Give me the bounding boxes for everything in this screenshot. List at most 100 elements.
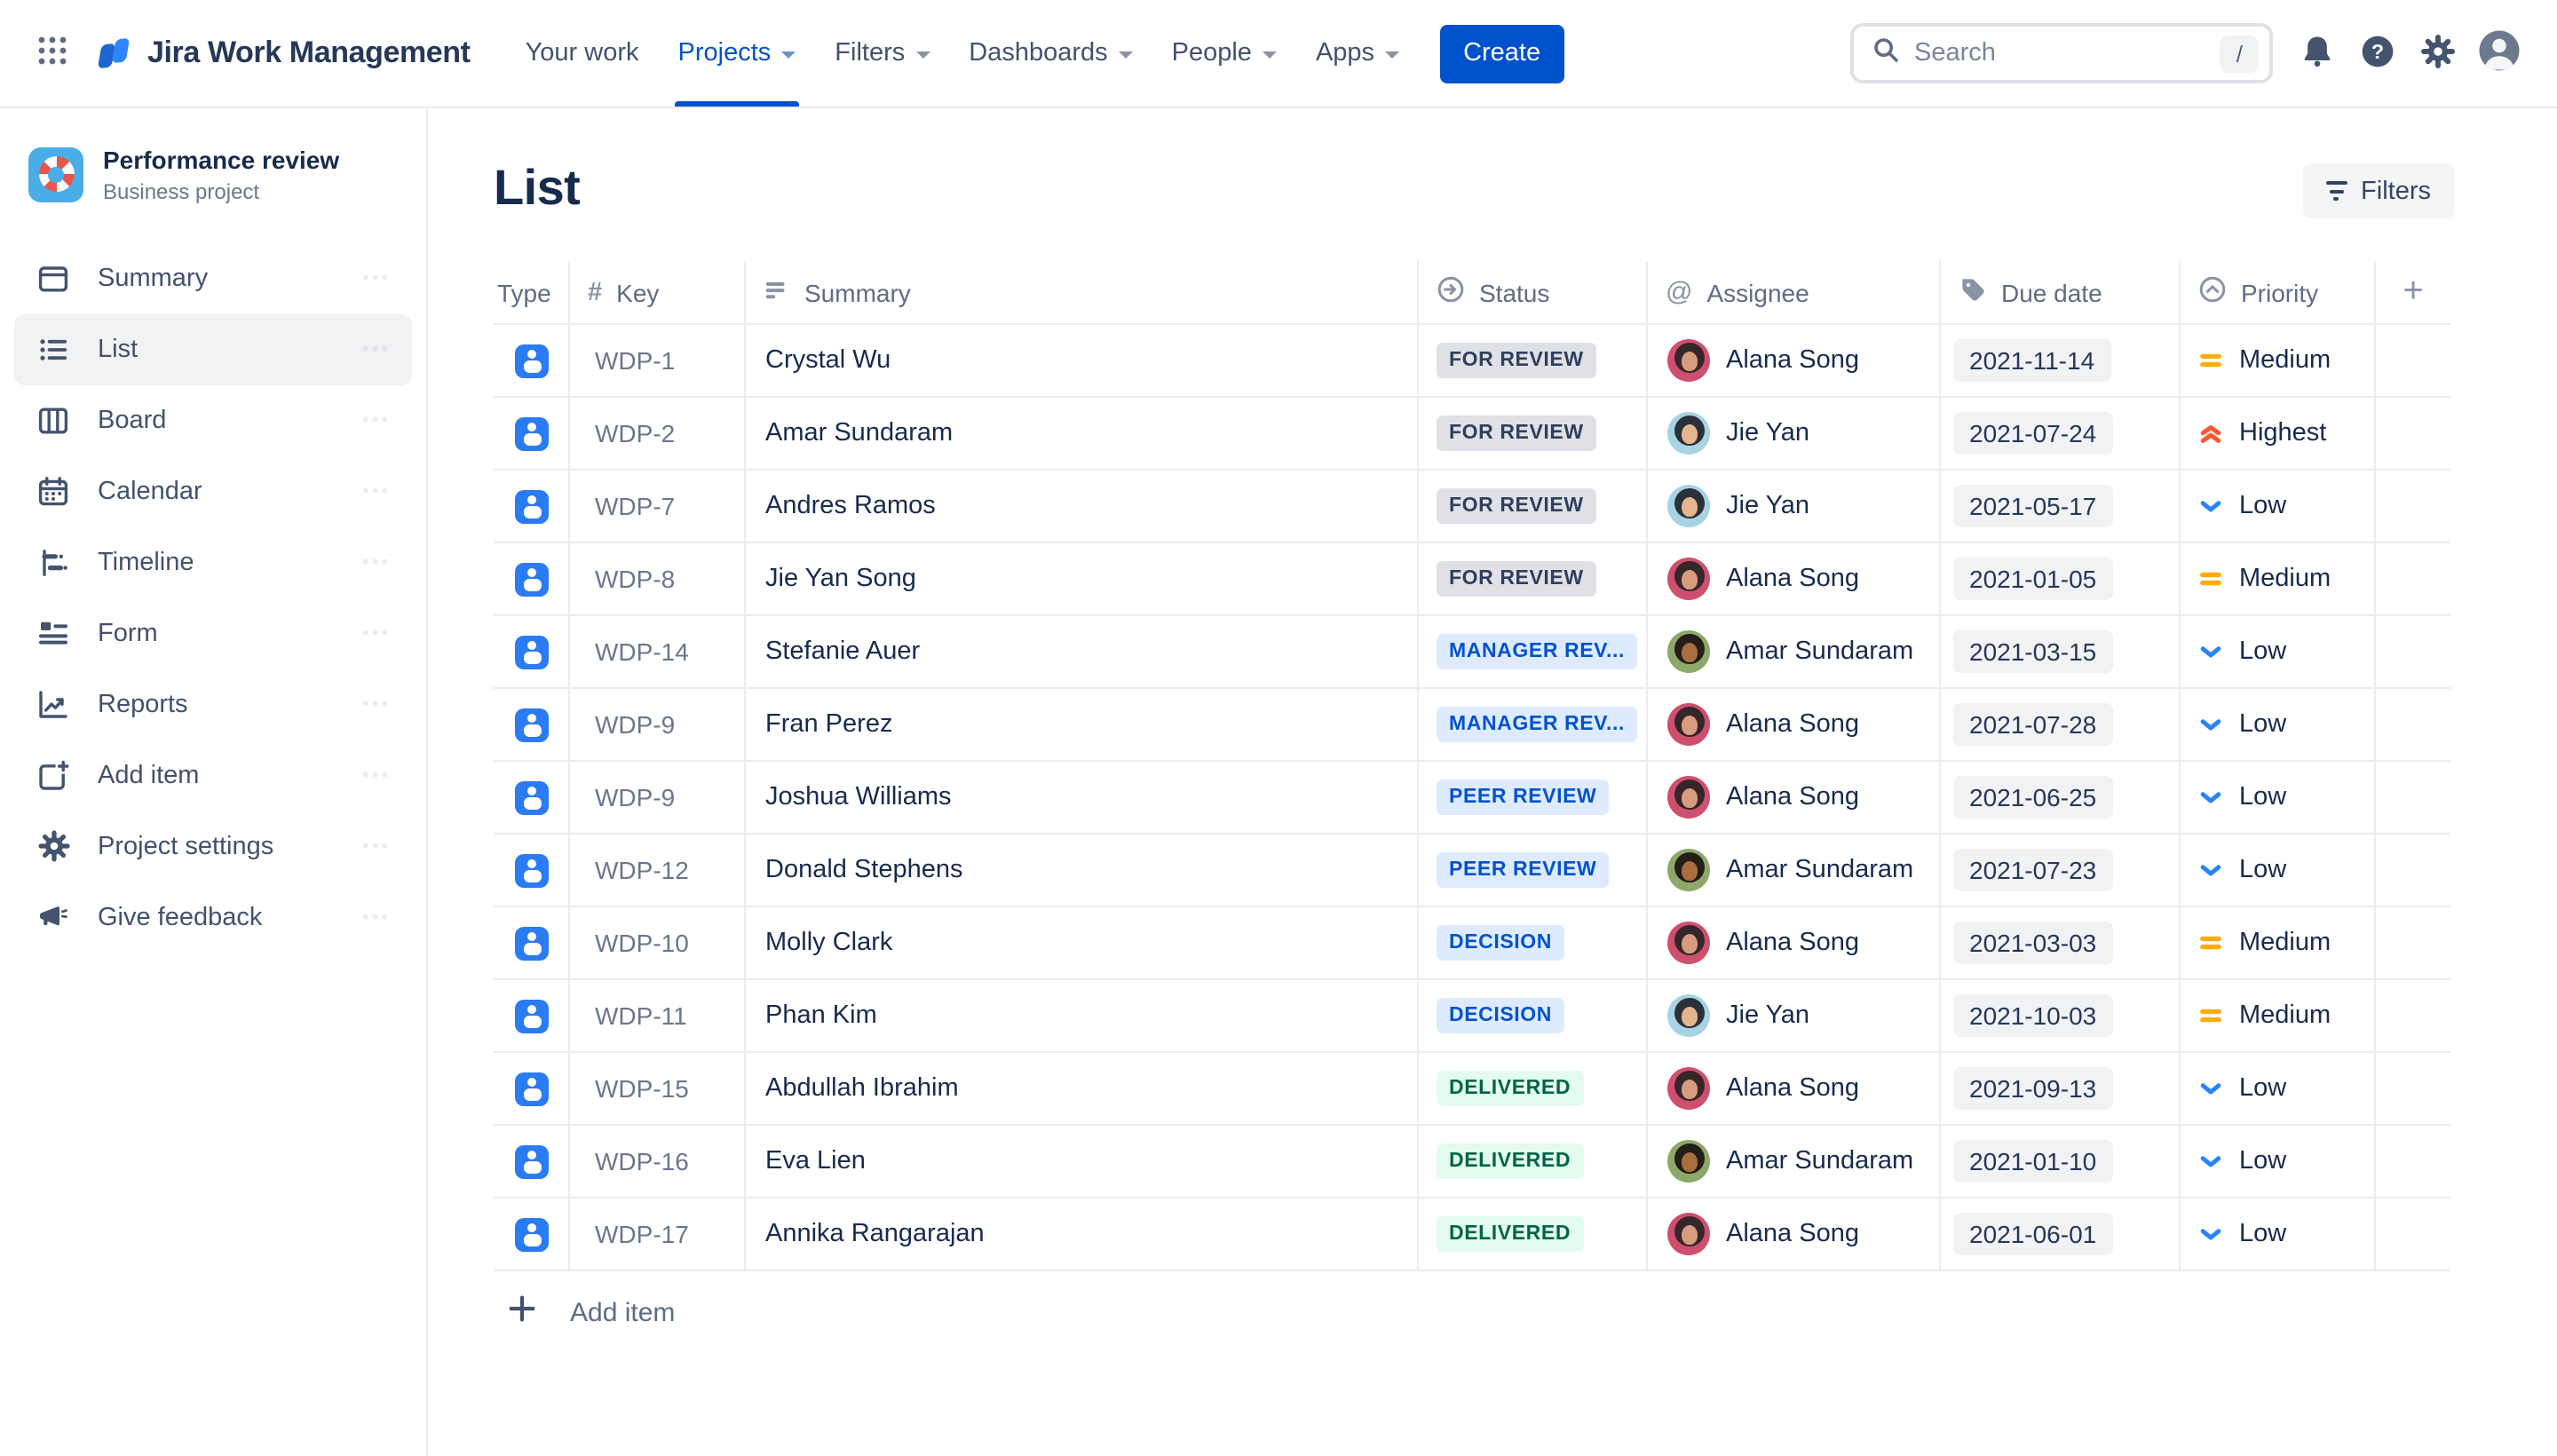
status-badge[interactable]: DELIVERED — [1437, 1071, 1584, 1106]
status-badge[interactable]: DELIVERED — [1437, 1216, 1584, 1252]
cell-summary[interactable]: Annika Rangarajan — [746, 1199, 1419, 1270]
cell-priority[interactable]: Low — [2181, 1053, 2376, 1124]
table-row[interactable]: WDP-11 Phan Kim DECISION Jie Yan 2021-10… — [494, 980, 2450, 1053]
cell-summary[interactable]: Molly Clark — [746, 907, 1419, 978]
cell-priority[interactable]: Medium — [2181, 907, 2376, 978]
cell-due-date[interactable]: 2021-07-24 — [1941, 398, 2181, 469]
table-row[interactable]: WDP-14 Stefanie Auer MANAGER REV... Amar… — [494, 616, 2450, 689]
nav-item-projects[interactable]: Projects — [659, 0, 816, 107]
column-header-status[interactable]: Status — [1419, 261, 1648, 323]
sidebar-item-timeline[interactable]: Timeline ••• — [14, 526, 412, 597]
search-input[interactable]: Search / — [1850, 23, 2273, 83]
cell-assignee[interactable]: Alana Song — [1648, 1199, 1941, 1270]
app-switcher-button[interactable] — [21, 23, 82, 83]
cell-status[interactable]: PEER REVIEW — [1419, 762, 1648, 833]
cell-due-date[interactable]: 2021-01-05 — [1941, 543, 2181, 614]
status-badge[interactable]: FOR REVIEW — [1437, 415, 1596, 451]
cell-summary[interactable]: Jie Yan Song — [746, 543, 1419, 614]
cell-assignee[interactable]: Jie Yan — [1648, 398, 1941, 469]
cell-due-date[interactable]: 2021-03-03 — [1941, 907, 2181, 978]
table-row[interactable]: WDP-17 Annika Rangarajan DELIVERED Alana… — [494, 1199, 2450, 1271]
table-row[interactable]: WDP-9 Joshua Williams PEER REVIEW Alana … — [494, 762, 2450, 835]
cell-due-date[interactable]: 2021-03-15 — [1941, 616, 2181, 687]
status-badge[interactable]: MANAGER REV... — [1437, 634, 1637, 669]
cell-status[interactable]: DECISION — [1419, 907, 1648, 978]
cell-assignee[interactable]: Alana Song — [1648, 689, 1941, 760]
cell-summary[interactable]: Phan Kim — [746, 980, 1419, 1051]
table-row[interactable]: WDP-10 Molly Clark DECISION Alana Song 2… — [494, 907, 2450, 980]
project-header[interactable]: Performance review Business project — [0, 146, 426, 203]
cell-assignee[interactable]: Alana Song — [1648, 325, 1941, 396]
cell-priority[interactable]: Medium — [2181, 325, 2376, 396]
cell-status[interactable]: MANAGER REV... — [1419, 616, 1648, 687]
status-badge[interactable]: DECISION — [1437, 925, 1564, 961]
cell-priority[interactable]: Low — [2181, 1199, 2376, 1270]
cell-status[interactable]: FOR REVIEW — [1419, 325, 1648, 396]
filters-button[interactable]: Filters — [2302, 163, 2454, 218]
cell-summary[interactable]: Crystal Wu — [746, 325, 1419, 396]
status-badge[interactable]: DECISION — [1437, 998, 1564, 1033]
status-badge[interactable]: FOR REVIEW — [1437, 488, 1596, 524]
table-row[interactable]: WDP-9 Fran Perez MANAGER REV... Alana So… — [494, 689, 2450, 762]
cell-status[interactable]: MANAGER REV... — [1419, 689, 1648, 760]
cell-summary[interactable]: Stefanie Auer — [746, 616, 1419, 687]
cell-due-date[interactable]: 2021-10-03 — [1941, 980, 2181, 1051]
cell-assignee[interactable]: Jie Yan — [1648, 980, 1941, 1051]
cell-status[interactable]: DELIVERED — [1419, 1053, 1648, 1124]
cell-priority[interactable]: Low — [2181, 689, 2376, 760]
settings-button[interactable] — [2408, 23, 2468, 83]
status-badge[interactable]: FOR REVIEW — [1437, 343, 1596, 378]
cell-priority[interactable]: Medium — [2181, 980, 2376, 1051]
cell-assignee[interactable]: Alana Song — [1648, 907, 1941, 978]
cell-assignee[interactable]: Amar Sundaram — [1648, 616, 1941, 687]
status-badge[interactable]: DELIVERED — [1437, 1143, 1584, 1179]
column-header-assignee[interactable]: @ Assignee — [1648, 261, 1941, 323]
cell-summary[interactable]: Andres Ramos — [746, 471, 1419, 542]
column-header-type[interactable]: Type — [494, 261, 570, 323]
sidebar-item-give-feedback[interactable]: Give feedback ••• — [14, 882, 412, 953]
column-header-priority[interactable]: Priority — [2181, 261, 2376, 323]
add-item-button[interactable]: Add item — [494, 1294, 1204, 1330]
create-button[interactable]: Create — [1440, 24, 1564, 83]
table-row[interactable]: WDP-16 Eva Lien DELIVERED Amar Sundaram … — [494, 1126, 2450, 1199]
table-row[interactable]: WDP-2 Amar Sundaram FOR REVIEW Jie Yan 2… — [494, 398, 2450, 471]
cell-due-date[interactable]: 2021-11-14 — [1941, 325, 2181, 396]
table-row[interactable]: WDP-15 Abdullah Ibrahim DELIVERED Alana … — [494, 1053, 2450, 1126]
cell-status[interactable]: PEER REVIEW — [1419, 835, 1648, 906]
cell-assignee[interactable]: Jie Yan — [1648, 471, 1941, 542]
sidebar-item-project-settings[interactable]: Project settings ••• — [14, 811, 412, 882]
cell-due-date[interactable]: 2021-05-17 — [1941, 471, 2181, 542]
status-badge[interactable]: PEER REVIEW — [1437, 852, 1610, 888]
cell-summary[interactable]: Fran Perez — [746, 689, 1419, 760]
cell-priority[interactable]: Low — [2181, 1126, 2376, 1197]
cell-summary[interactable]: Donald Stephens — [746, 835, 1419, 906]
status-badge[interactable]: FOR REVIEW — [1437, 561, 1596, 597]
cell-status[interactable]: FOR REVIEW — [1419, 471, 1648, 542]
column-header-key[interactable]: # Key — [570, 261, 746, 323]
status-badge[interactable]: MANAGER REV... — [1437, 707, 1637, 742]
cell-status[interactable]: DELIVERED — [1419, 1126, 1648, 1197]
cell-priority[interactable]: Highest — [2181, 398, 2376, 469]
nav-item-apps[interactable]: Apps — [1296, 0, 1419, 107]
sidebar-item-calendar[interactable]: Calendar ••• — [14, 455, 412, 526]
cell-summary[interactable]: Amar Sundaram — [746, 398, 1419, 469]
sidebar-item-form[interactable]: Form ••• — [14, 597, 412, 669]
column-header-due-date[interactable]: Due date — [1941, 261, 2181, 323]
cell-summary[interactable]: Abdullah Ibrahim — [746, 1053, 1419, 1124]
table-row[interactable]: WDP-8 Jie Yan Song FOR REVIEW Alana Song… — [494, 543, 2450, 616]
cell-status[interactable]: DECISION — [1419, 980, 1648, 1051]
cell-assignee[interactable]: Amar Sundaram — [1648, 1126, 1941, 1197]
sidebar-item-summary[interactable]: Summary ••• — [14, 242, 412, 313]
help-button[interactable]: ? — [2347, 23, 2408, 83]
cell-priority[interactable]: Low — [2181, 762, 2376, 833]
cell-status[interactable]: FOR REVIEW — [1419, 398, 1648, 469]
cell-priority[interactable]: Medium — [2181, 543, 2376, 614]
jira-logo[interactable]: Jira Work Management — [82, 34, 488, 73]
cell-due-date[interactable]: 2021-07-28 — [1941, 689, 2181, 760]
sidebar-item-reports[interactable]: Reports ••• — [14, 669, 412, 740]
profile-button[interactable] — [2468, 23, 2529, 83]
nav-item-dashboards[interactable]: Dashboards — [949, 0, 1152, 107]
cell-priority[interactable]: Low — [2181, 616, 2376, 687]
add-column-button[interactable]: + — [2403, 272, 2424, 311]
cell-due-date[interactable]: 2021-07-23 — [1941, 835, 2181, 906]
